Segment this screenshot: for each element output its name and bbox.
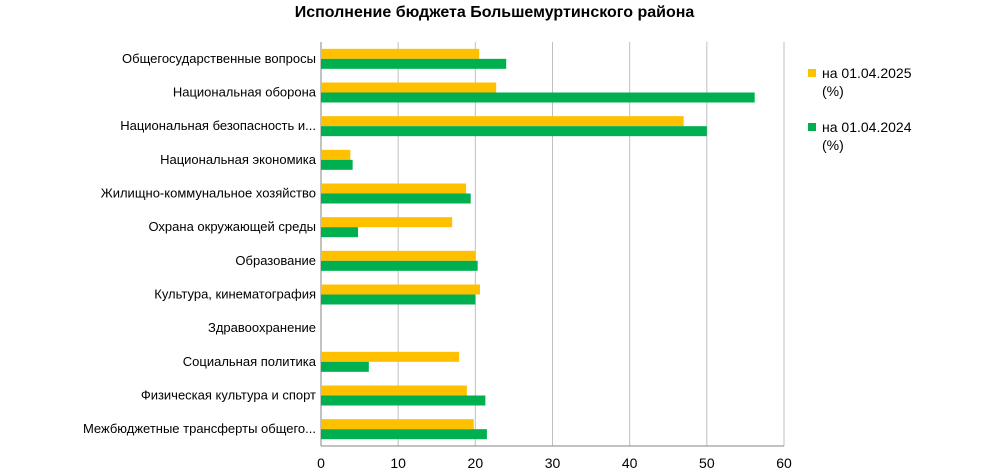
bar-2025	[321, 48, 480, 59]
category-label: Национальная безопасность и...	[120, 118, 316, 133]
category-label: Охрана окружающей среды	[148, 219, 316, 234]
legend-item: на 01.04.2025 (%)	[808, 64, 911, 100]
category-label: Социальная политика	[183, 354, 317, 369]
category-label: Межбюджетные трансферты общего...	[83, 421, 316, 436]
category-label: Здравоохранение	[208, 320, 316, 335]
x-tick-label: 50	[699, 455, 715, 471]
category-label: Культура, кинематография	[154, 287, 316, 302]
legend-label: (%)	[822, 83, 844, 99]
x-tick-label: 10	[390, 455, 406, 471]
x-tick-label: 60	[776, 455, 792, 471]
bar-2025	[321, 82, 497, 93]
bar-2025	[321, 217, 453, 228]
legend-swatch	[808, 123, 816, 131]
bar-2024	[321, 58, 507, 69]
category-label: Жилищно-коммунальное хозяйство	[101, 186, 316, 201]
bar-2024	[321, 126, 707, 137]
legend-item: на 01.04.2024 (%)	[808, 118, 911, 154]
bar-2025	[321, 183, 467, 194]
bar-2025	[321, 250, 476, 261]
legend-swatch	[808, 69, 816, 77]
category-label: Общегосударственные вопросы	[122, 51, 316, 66]
bar-2025	[321, 385, 467, 396]
bar-2024	[321, 92, 755, 103]
legend-label: на 01.04.2024	[822, 119, 912, 135]
bar-2024	[321, 361, 369, 372]
category-label: Национальная экономика	[160, 152, 317, 167]
x-tick-label: 30	[545, 455, 561, 471]
chart-legend: на 01.04.2025 (%) на 01.04.2024 (%)	[808, 64, 911, 172]
category-label: Физическая культура и спорт	[141, 388, 316, 403]
x-tick-label: 20	[468, 455, 484, 471]
bar-2024	[321, 294, 476, 305]
x-tick-label: 0	[317, 455, 325, 471]
bar-2025	[321, 419, 474, 430]
category-label: Образование	[235, 253, 316, 268]
bar-2024	[321, 159, 353, 170]
bar-2025	[321, 284, 480, 295]
legend-label: (%)	[822, 137, 844, 153]
bar-2025	[321, 351, 460, 362]
category-label: Национальная оборона	[173, 85, 317, 100]
bar-2024	[321, 260, 478, 271]
bar-2024	[321, 429, 487, 440]
bar-2024	[321, 227, 359, 238]
bar-2025	[321, 116, 684, 127]
x-tick-label: 40	[622, 455, 638, 471]
bar-2024	[321, 193, 471, 204]
bar-2025	[321, 149, 351, 160]
chart-title: Исполнение бюджета Большемуртинского рай…	[294, 4, 695, 21]
legend-label: на 01.04.2025	[822, 65, 912, 81]
bar-2024	[321, 395, 486, 406]
